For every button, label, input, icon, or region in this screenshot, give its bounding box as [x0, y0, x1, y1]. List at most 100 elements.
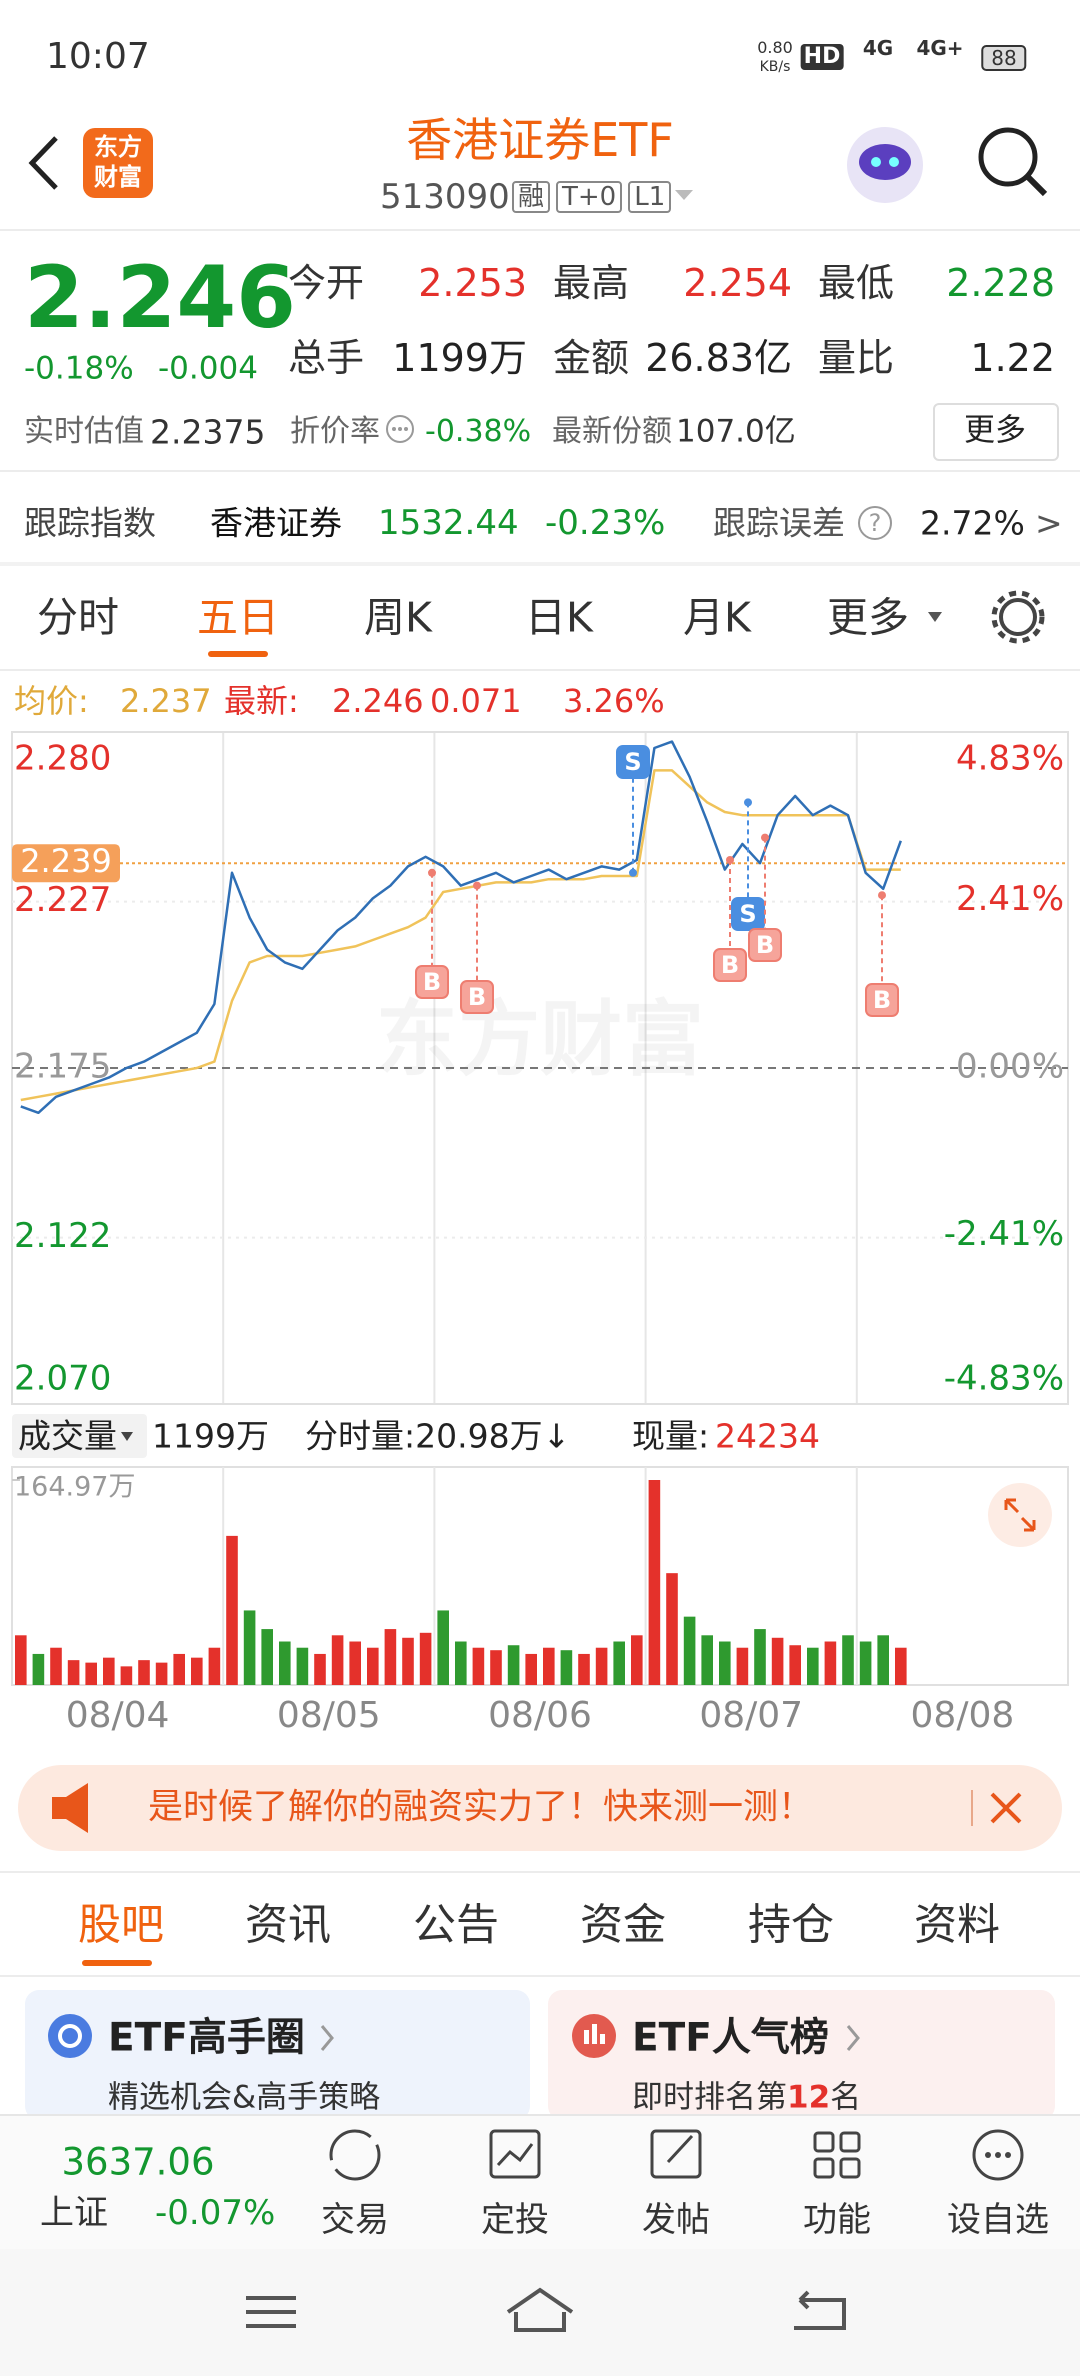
period-change: 0.071 — [430, 682, 522, 720]
network-hd: HD — [800, 44, 844, 70]
trade-badge — [616, 745, 650, 779]
arrow[interactable]: > — [1035, 503, 1063, 543]
watchlist-icon[interactable] — [972, 2129, 1024, 2181]
toolbar-label[interactable]: 设自选 — [947, 2200, 1049, 2240]
tracking-label: 跟踪指数 — [24, 503, 156, 543]
logo-text: 财富 — [94, 163, 142, 191]
period-tab[interactable]: 分时 — [37, 593, 119, 642]
index-quote-value[interactable]: 3637.06 — [61, 2140, 215, 2184]
discount-value: -0.38% — [425, 414, 532, 449]
volume-bar — [402, 1637, 414, 1685]
post-icon[interactable] — [650, 2129, 702, 2179]
back-icon[interactable] — [28, 136, 58, 190]
shares-value: 107.0亿 — [676, 413, 796, 450]
volume-label[interactable]: 成交量 — [18, 1416, 117, 1456]
divider — [0, 229, 1080, 231]
index-value: 1532.44 — [378, 503, 519, 543]
period-tab-active[interactable]: 五日 — [197, 593, 279, 642]
volume-bar — [613, 1641, 625, 1685]
more-button-label[interactable]: 更多 — [964, 412, 1026, 449]
info-icon[interactable] — [386, 415, 414, 443]
settings-icon[interactable] — [999, 598, 1037, 636]
change: -0.004 — [158, 350, 258, 387]
toolbar-label[interactable]: 定投 — [481, 2200, 549, 2240]
trade-badge — [460, 980, 494, 1014]
volume-bar — [525, 1653, 537, 1685]
period-tab[interactable]: 周K — [364, 593, 432, 642]
banner-text[interactable]: 是时候了解你的融资实力了！快来测一测！ — [148, 1787, 814, 1828]
tick-volume: 分时量:20.98万↓ — [305, 1416, 571, 1456]
volume-bar — [490, 1650, 502, 1685]
card-title[interactable]: ETF人气榜 — [632, 2015, 829, 2061]
news-tab[interactable]: 公告 — [413, 1900, 499, 1951]
volume-bar — [543, 1647, 555, 1685]
avg-value: 2.237 — [120, 682, 212, 720]
x-tick-label: 08/05 — [277, 1695, 381, 1736]
stat-label: 总手 — [288, 336, 365, 380]
volume-bar — [32, 1653, 45, 1685]
toolbar-label[interactable]: 功能 — [803, 2200, 871, 2240]
card[interactable] — [25, 1990, 530, 2120]
trade-icon[interactable] — [329, 2129, 381, 2181]
trade-side: B — [873, 986, 891, 1014]
news-tab[interactable]: 资料 — [914, 1900, 1000, 1951]
back-button[interactable] — [794, 2290, 846, 2330]
dropdown-icon[interactable] — [675, 190, 693, 200]
help-icon[interactable]: ? — [858, 506, 892, 540]
index-quote-change[interactable]: -0.07% — [155, 2193, 276, 2233]
menu-button[interactable] — [246, 2296, 296, 2328]
card-title[interactable]: ETF高手圈 — [108, 2015, 305, 2061]
plan-icon[interactable] — [489, 2129, 541, 2179]
y-tick-label: 2.280 — [14, 739, 111, 779]
news-tab[interactable]: 资金 — [580, 1900, 666, 1951]
trade-point — [473, 881, 481, 890]
home-button[interactable] — [506, 2287, 574, 2332]
more-dropdown[interactable] — [928, 612, 942, 622]
toolbar-label[interactable]: 发帖 — [642, 2200, 710, 2240]
volume-bar — [138, 1660, 150, 1685]
security-code: 513090 — [380, 177, 510, 217]
search-icon[interactable] — [978, 127, 1038, 187]
volume-bar — [191, 1657, 203, 1685]
volume-bar — [155, 1662, 168, 1685]
expand-icon[interactable] — [988, 1483, 1052, 1547]
trade-point — [629, 868, 637, 877]
discount-label: 折价率 — [290, 414, 380, 449]
last-label: 最新: — [224, 682, 299, 720]
promo-banner[interactable] — [18, 1765, 1062, 1851]
period-tab[interactable]: 日K — [525, 593, 593, 642]
divider — [0, 1975, 1080, 1977]
estimate-value: 2.2375 — [150, 412, 266, 452]
battery: 88 — [981, 45, 1027, 71]
trade-badge — [713, 948, 747, 982]
reference-tag — [12, 844, 120, 883]
volume-bar — [15, 1635, 27, 1685]
index-quote-name[interactable]: 上证 — [40, 2193, 108, 2233]
card[interactable] — [548, 1990, 1055, 2120]
avg-label: 均价: — [14, 682, 89, 720]
y2-tick-label: -4.83% — [944, 1359, 1064, 1399]
volume-bar — [349, 1641, 361, 1685]
volume-bar — [507, 1645, 520, 1685]
trade-point — [878, 891, 886, 900]
volume-bar — [648, 1480, 661, 1685]
volume-bar — [824, 1641, 837, 1685]
trade-side: S — [739, 900, 756, 928]
close-icon[interactable] — [990, 1792, 1022, 1824]
tag: 融 — [512, 181, 551, 213]
volume-dropdown[interactable] — [121, 1432, 133, 1441]
toolbar-label[interactable]: 交易 — [321, 2200, 389, 2240]
y-tick-label: 2.122 — [14, 1216, 111, 1256]
news-tab[interactable]: 持仓 — [748, 1900, 834, 1951]
period-tab[interactable]: 更多 — [827, 593, 909, 642]
volume-bar — [455, 1641, 467, 1685]
volume-bar — [419, 1632, 432, 1685]
function-icon[interactable] — [813, 2131, 835, 2153]
volume-bar — [331, 1635, 344, 1685]
tab-underline — [208, 651, 268, 657]
more-button[interactable] — [933, 403, 1059, 461]
news-tab[interactable]: 资讯 — [245, 1900, 331, 1951]
change-pct: -0.18% — [24, 350, 134, 387]
news-tab-active[interactable]: 股吧 — [78, 1900, 164, 1951]
period-tab[interactable]: 月K — [683, 593, 751, 642]
